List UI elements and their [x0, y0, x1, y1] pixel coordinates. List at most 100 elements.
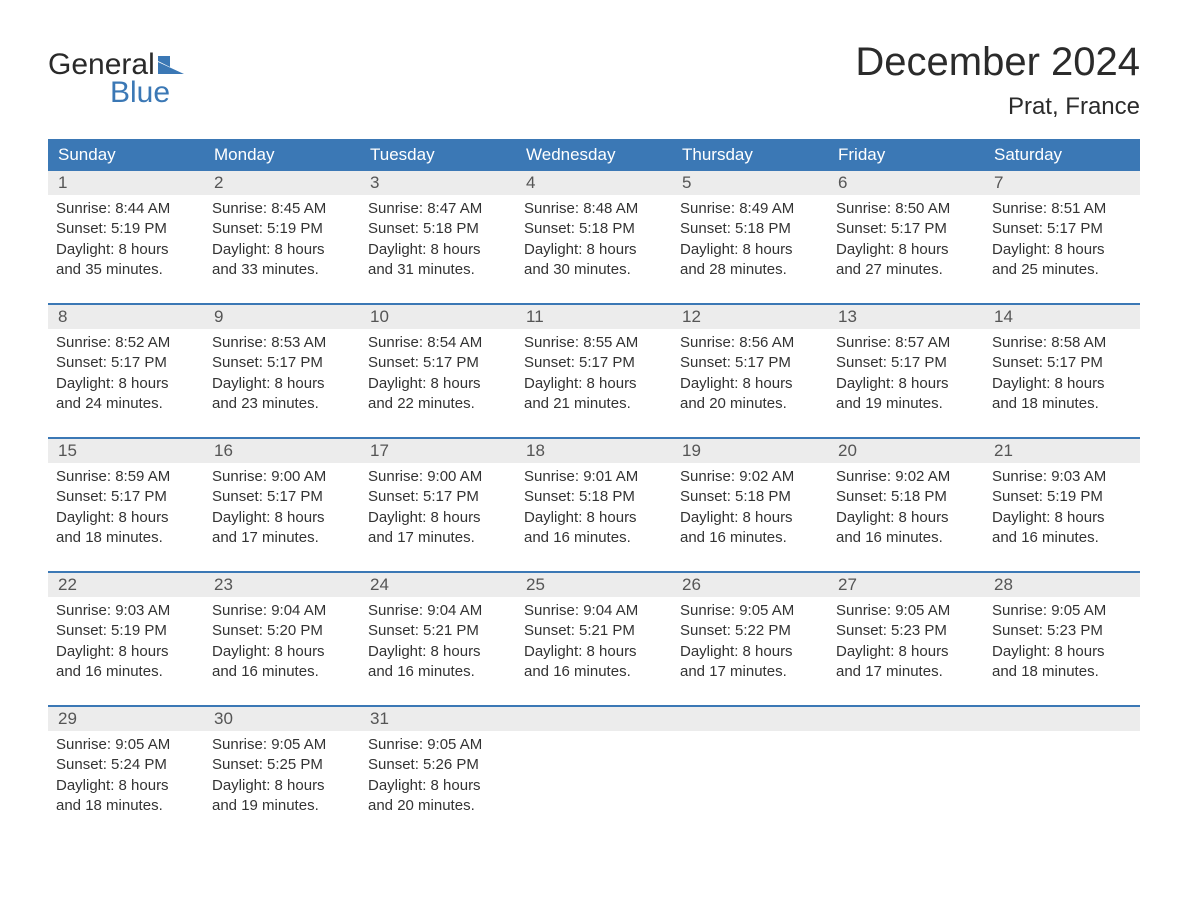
sunset-text: Sunset: 5:18 PM [836, 487, 976, 507]
sunrise-text: Sunrise: 8:50 AM [836, 199, 976, 219]
day-cell: 20Sunrise: 9:02 AMSunset: 5:18 PMDayligh… [828, 439, 984, 557]
day-cell: 8Sunrise: 8:52 AMSunset: 5:17 PMDaylight… [48, 305, 204, 423]
weeks-container: 1Sunrise: 8:44 AMSunset: 5:19 PMDaylight… [48, 171, 1140, 825]
daylight-text: Daylight: 8 hours and 16 minutes. [836, 508, 976, 549]
day-number: 16 [204, 439, 360, 463]
week-row: 8Sunrise: 8:52 AMSunset: 5:17 PMDaylight… [48, 303, 1140, 423]
daylight-text: Daylight: 8 hours and 21 minutes. [524, 374, 664, 415]
week-row: 22Sunrise: 9:03 AMSunset: 5:19 PMDayligh… [48, 571, 1140, 691]
day-body: Sunrise: 8:47 AMSunset: 5:18 PMDaylight:… [360, 195, 516, 280]
day-body: Sunrise: 9:05 AMSunset: 5:25 PMDaylight:… [204, 731, 360, 816]
day-number: 20 [828, 439, 984, 463]
month-title: December 2024 [855, 40, 1140, 85]
day-number: 17 [360, 439, 516, 463]
day-body: Sunrise: 9:03 AMSunset: 5:19 PMDaylight:… [984, 463, 1140, 548]
day-body: Sunrise: 9:04 AMSunset: 5:21 PMDaylight:… [516, 597, 672, 682]
day-body: Sunrise: 9:05 AMSunset: 5:26 PMDaylight:… [360, 731, 516, 816]
day-number: 31 [360, 707, 516, 731]
day-body: Sunrise: 9:05 AMSunset: 5:24 PMDaylight:… [48, 731, 204, 816]
daylight-text: Daylight: 8 hours and 25 minutes. [992, 240, 1132, 281]
sunrise-text: Sunrise: 8:45 AM [212, 199, 352, 219]
day-number: 21 [984, 439, 1140, 463]
day-body: Sunrise: 9:00 AMSunset: 5:17 PMDaylight:… [360, 463, 516, 548]
daylight-text: Daylight: 8 hours and 20 minutes. [368, 776, 508, 817]
day-number: 29 [48, 707, 204, 731]
location-text: Prat, France [855, 93, 1140, 121]
day-body: Sunrise: 8:48 AMSunset: 5:18 PMDaylight:… [516, 195, 672, 280]
daylight-text: Daylight: 8 hours and 16 minutes. [992, 508, 1132, 549]
day-number: 18 [516, 439, 672, 463]
daylight-text: Daylight: 8 hours and 18 minutes. [992, 642, 1132, 683]
daylight-text: Daylight: 8 hours and 16 minutes. [680, 508, 820, 549]
sunrise-text: Sunrise: 9:03 AM [992, 467, 1132, 487]
sunrise-text: Sunrise: 9:04 AM [368, 601, 508, 621]
sunrise-text: Sunrise: 9:02 AM [680, 467, 820, 487]
logo-flag-icon [158, 48, 184, 66]
day-number: 24 [360, 573, 516, 597]
day-cell: 4Sunrise: 8:48 AMSunset: 5:18 PMDaylight… [516, 171, 672, 289]
day-body: Sunrise: 9:03 AMSunset: 5:19 PMDaylight:… [48, 597, 204, 682]
sunset-text: Sunset: 5:23 PM [836, 621, 976, 641]
day-body: Sunrise: 9:01 AMSunset: 5:18 PMDaylight:… [516, 463, 672, 548]
day-header: Thursday [672, 139, 828, 171]
day-header: Sunday [48, 139, 204, 171]
sunset-text: Sunset: 5:19 PM [992, 487, 1132, 507]
day-cell: 3Sunrise: 8:47 AMSunset: 5:18 PMDaylight… [360, 171, 516, 289]
sunset-text: Sunset: 5:17 PM [992, 219, 1132, 239]
sunset-text: Sunset: 5:17 PM [836, 219, 976, 239]
day-number: 7 [984, 171, 1140, 195]
sunrise-text: Sunrise: 9:04 AM [524, 601, 664, 621]
sunrise-text: Sunrise: 9:03 AM [56, 601, 196, 621]
day-body: Sunrise: 9:02 AMSunset: 5:18 PMDaylight:… [828, 463, 984, 548]
day-cell: 11Sunrise: 8:55 AMSunset: 5:17 PMDayligh… [516, 305, 672, 423]
day-cell: 26Sunrise: 9:05 AMSunset: 5:22 PMDayligh… [672, 573, 828, 691]
day-cell: 18Sunrise: 9:01 AMSunset: 5:18 PMDayligh… [516, 439, 672, 557]
day-number: 9 [204, 305, 360, 329]
sunset-text: Sunset: 5:17 PM [368, 353, 508, 373]
sunrise-text: Sunrise: 8:58 AM [992, 333, 1132, 353]
sunset-text: Sunset: 5:21 PM [368, 621, 508, 641]
day-body: Sunrise: 8:44 AMSunset: 5:19 PMDaylight:… [48, 195, 204, 280]
day-cell: 31Sunrise: 9:05 AMSunset: 5:26 PMDayligh… [360, 707, 516, 825]
sunset-text: Sunset: 5:17 PM [56, 353, 196, 373]
day-header: Wednesday [516, 139, 672, 171]
day-number: 19 [672, 439, 828, 463]
day-body: Sunrise: 9:05 AMSunset: 5:23 PMDaylight:… [828, 597, 984, 682]
day-cell: 24Sunrise: 9:04 AMSunset: 5:21 PMDayligh… [360, 573, 516, 691]
day-cell: 16Sunrise: 9:00 AMSunset: 5:17 PMDayligh… [204, 439, 360, 557]
day-number: 23 [204, 573, 360, 597]
sunrise-text: Sunrise: 9:05 AM [212, 735, 352, 755]
sunrise-text: Sunrise: 8:51 AM [992, 199, 1132, 219]
sunrise-text: Sunrise: 9:02 AM [836, 467, 976, 487]
sunset-text: Sunset: 5:23 PM [992, 621, 1132, 641]
sunrise-text: Sunrise: 8:44 AM [56, 199, 196, 219]
sunrise-text: Sunrise: 9:00 AM [368, 467, 508, 487]
sunset-text: Sunset: 5:17 PM [680, 353, 820, 373]
daylight-text: Daylight: 8 hours and 17 minutes. [680, 642, 820, 683]
day-cell [828, 707, 984, 825]
day-cell: 14Sunrise: 8:58 AMSunset: 5:17 PMDayligh… [984, 305, 1140, 423]
sunset-text: Sunset: 5:17 PM [212, 487, 352, 507]
day-number: 6 [828, 171, 984, 195]
day-body: Sunrise: 9:05 AMSunset: 5:23 PMDaylight:… [984, 597, 1140, 682]
day-number: 14 [984, 305, 1140, 329]
daylight-text: Daylight: 8 hours and 17 minutes. [368, 508, 508, 549]
day-body: Sunrise: 8:54 AMSunset: 5:17 PMDaylight:… [360, 329, 516, 414]
daylight-text: Daylight: 8 hours and 19 minutes. [836, 374, 976, 415]
day-body: Sunrise: 9:04 AMSunset: 5:21 PMDaylight:… [360, 597, 516, 682]
day-body: Sunrise: 8:50 AMSunset: 5:17 PMDaylight:… [828, 195, 984, 280]
day-cell: 17Sunrise: 9:00 AMSunset: 5:17 PMDayligh… [360, 439, 516, 557]
sunset-text: Sunset: 5:19 PM [56, 621, 196, 641]
day-cell: 1Sunrise: 8:44 AMSunset: 5:19 PMDaylight… [48, 171, 204, 289]
day-number: 30 [204, 707, 360, 731]
day-number [516, 707, 672, 731]
title-block: December 2024 Prat, France [855, 40, 1140, 121]
day-header: Monday [204, 139, 360, 171]
sunset-text: Sunset: 5:22 PM [680, 621, 820, 641]
daylight-text: Daylight: 8 hours and 31 minutes. [368, 240, 508, 281]
sunrise-text: Sunrise: 8:47 AM [368, 199, 508, 219]
day-number: 13 [828, 305, 984, 329]
day-cell: 13Sunrise: 8:57 AMSunset: 5:17 PMDayligh… [828, 305, 984, 423]
daylight-text: Daylight: 8 hours and 28 minutes. [680, 240, 820, 281]
daylight-text: Daylight: 8 hours and 35 minutes. [56, 240, 196, 281]
